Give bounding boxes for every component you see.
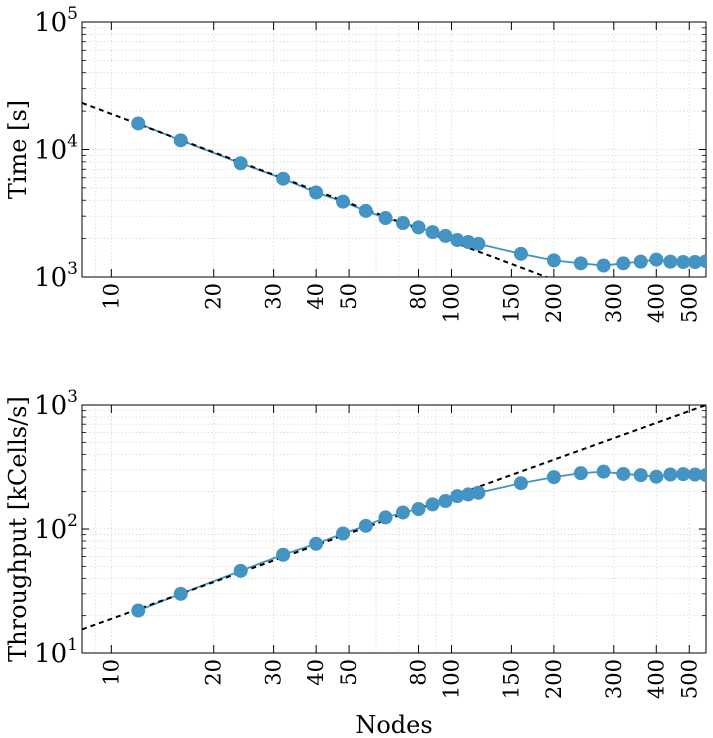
- data-point: [596, 464, 611, 479]
- data-point: [616, 256, 631, 271]
- x-tick-label: 300: [602, 283, 626, 323]
- data-point: [336, 194, 351, 209]
- x-tick-label: 40: [304, 659, 328, 686]
- data-point: [276, 171, 291, 186]
- x-tick-label: 150: [499, 283, 523, 323]
- x-tick-label: 100: [439, 283, 463, 323]
- x-tick-label: 400: [644, 283, 668, 323]
- chart-panel-2: 101 102 103 10 20 30 40 50 80 100 150 200 300 400 500 T…: [4, 387, 707, 738]
- x-tick-label: 20: [202, 283, 226, 310]
- grid: [82, 405, 706, 653]
- data-point: [699, 468, 706, 483]
- data-point: [131, 116, 146, 131]
- data-point: [438, 494, 453, 509]
- x-tick-label: 50: [337, 659, 361, 686]
- x-tick-label: 400: [644, 659, 668, 699]
- data-point: [358, 203, 373, 218]
- data-point: [649, 252, 664, 267]
- x-tick-label: 200: [542, 659, 566, 699]
- data-point: [309, 185, 324, 200]
- data-point: [573, 466, 588, 481]
- x-tick-label: 80: [407, 283, 431, 310]
- data-point: [471, 485, 486, 500]
- data-point: [411, 501, 426, 516]
- data-point: [425, 497, 440, 512]
- x-tick-label: 10: [99, 283, 123, 310]
- data-point: [676, 467, 691, 482]
- data-point: [663, 254, 678, 269]
- series-line-measured: [137, 122, 706, 267]
- x-axis-label: Nodes: [355, 711, 432, 738]
- y-axis-label: Time [s]: [4, 100, 32, 199]
- x-tick-label: 30: [262, 283, 286, 310]
- data-point: [411, 220, 426, 235]
- y-tick-label: 103: [34, 387, 78, 421]
- y-tick-label: 103: [34, 259, 78, 293]
- data-point: [573, 256, 588, 271]
- data-point: [173, 586, 188, 601]
- x-tick-label: 40: [304, 283, 328, 310]
- data-point: [450, 489, 465, 504]
- x-tick-label: 50: [337, 283, 361, 310]
- data-point: [546, 470, 561, 485]
- y-tick-label: 101: [34, 635, 78, 669]
- data-point: [633, 254, 648, 269]
- x-tick-label: 200: [542, 283, 566, 323]
- series-line-ideal: [82, 101, 550, 277]
- data-point: [358, 518, 373, 533]
- y-tick-label: 105: [34, 4, 78, 38]
- x-tick-label: 300: [602, 659, 626, 699]
- data-point: [425, 225, 440, 240]
- x-tick-label: 80: [407, 659, 431, 686]
- data-point: [513, 476, 528, 491]
- data-point: [233, 563, 248, 578]
- x-tick-label: 20: [202, 659, 226, 686]
- data-point: [699, 254, 706, 269]
- data-point: [173, 133, 188, 148]
- x-tick-label: 30: [262, 659, 286, 686]
- data-point: [378, 211, 393, 226]
- data-point: [471, 236, 486, 251]
- x-tick-label: 100: [439, 659, 463, 699]
- chart-panel-1: 103 104 105 10 20 30 40 50 80 100 150 200 300 400 500 T…: [4, 4, 707, 323]
- y-tick-label: 102: [34, 511, 78, 545]
- y-tick-label: 104: [34, 132, 78, 166]
- data-point: [688, 467, 703, 482]
- grid: [82, 22, 706, 277]
- x-tick-label: 500: [677, 283, 701, 323]
- y-axis-label: Throughput [kCells/s]: [4, 396, 32, 662]
- data-point: [309, 536, 324, 551]
- data-point: [546, 253, 561, 268]
- x-tick-label: 500: [677, 659, 701, 699]
- data-point: [131, 603, 146, 618]
- data-point: [336, 526, 351, 541]
- data-point: [633, 468, 648, 483]
- data-point: [276, 547, 291, 562]
- data-point: [378, 510, 393, 525]
- x-tick-label: 150: [499, 659, 523, 699]
- data-point: [395, 505, 410, 520]
- x-tick-label: 10: [99, 659, 123, 686]
- data-area: [82, 101, 706, 277]
- data-point: [676, 255, 691, 270]
- data-point: [649, 469, 664, 484]
- data-point: [616, 466, 631, 481]
- data-point: [450, 233, 465, 248]
- data-point: [233, 156, 248, 171]
- data-point: [596, 258, 611, 273]
- data-point: [395, 216, 410, 231]
- data-area: [82, 405, 706, 631]
- data-point: [663, 467, 678, 482]
- data-point: [513, 246, 528, 261]
- data-point: [688, 255, 703, 270]
- data-point: [438, 228, 453, 243]
